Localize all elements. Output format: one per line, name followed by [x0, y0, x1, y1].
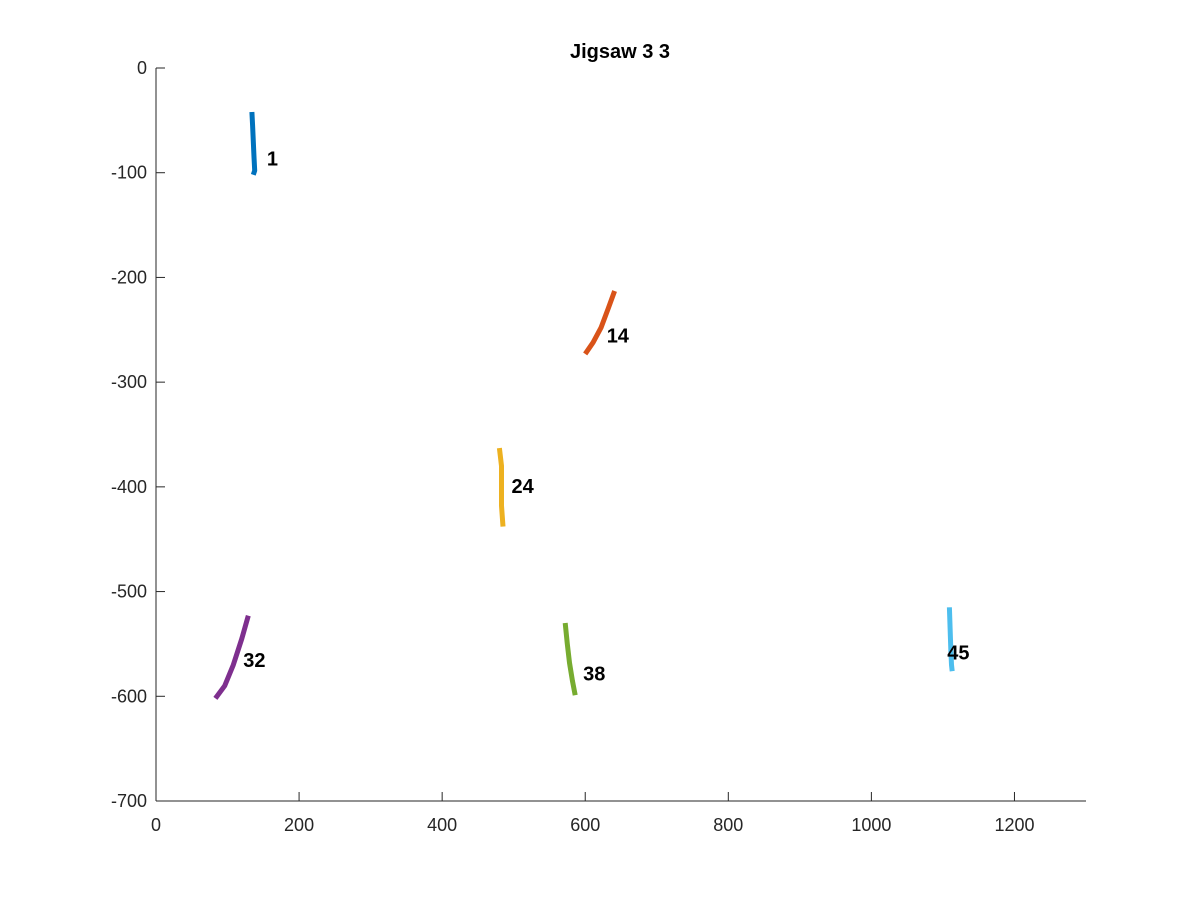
y-tick-label: -300 — [111, 372, 147, 392]
y-tick-label: -100 — [111, 163, 147, 183]
x-tick-label: 1200 — [994, 815, 1034, 835]
series-label: 32 — [243, 650, 265, 672]
y-tick-label: -500 — [111, 582, 147, 602]
series-label: 45 — [947, 643, 969, 665]
y-tick-label: -700 — [111, 791, 147, 811]
y-tick-label: -400 — [111, 477, 147, 497]
series-line — [583, 290, 617, 356]
series-line — [496, 447, 506, 527]
x-tick-label: 400 — [427, 815, 457, 835]
y-tick-label: -200 — [111, 267, 147, 287]
y-tick-label: -600 — [111, 686, 147, 706]
series-label: 38 — [583, 664, 605, 686]
y-tick-label: 0 — [137, 58, 147, 78]
series-line — [562, 622, 578, 696]
series-label: 24 — [512, 476, 535, 498]
x-tick-label: 0 — [151, 815, 161, 835]
axes: 0 200 400 600 800 1000 1200 0 -100 -200 -300 -400 -5… — [111, 58, 1086, 835]
series-line — [946, 607, 955, 672]
x-tick-label: 200 — [284, 815, 314, 835]
series-label: 1 — [267, 148, 278, 170]
series-line — [249, 111, 258, 176]
series-label: 14 — [607, 325, 630, 347]
plot-area: 1 14 24 32 38 45 — [213, 111, 969, 700]
x-tick-label: 1000 — [851, 815, 891, 835]
chart-title: Jigsaw 3 3 — [570, 41, 670, 63]
x-tick-label: 800 — [713, 815, 743, 835]
series-line — [213, 615, 251, 700]
x-tick-label: 600 — [570, 815, 600, 835]
